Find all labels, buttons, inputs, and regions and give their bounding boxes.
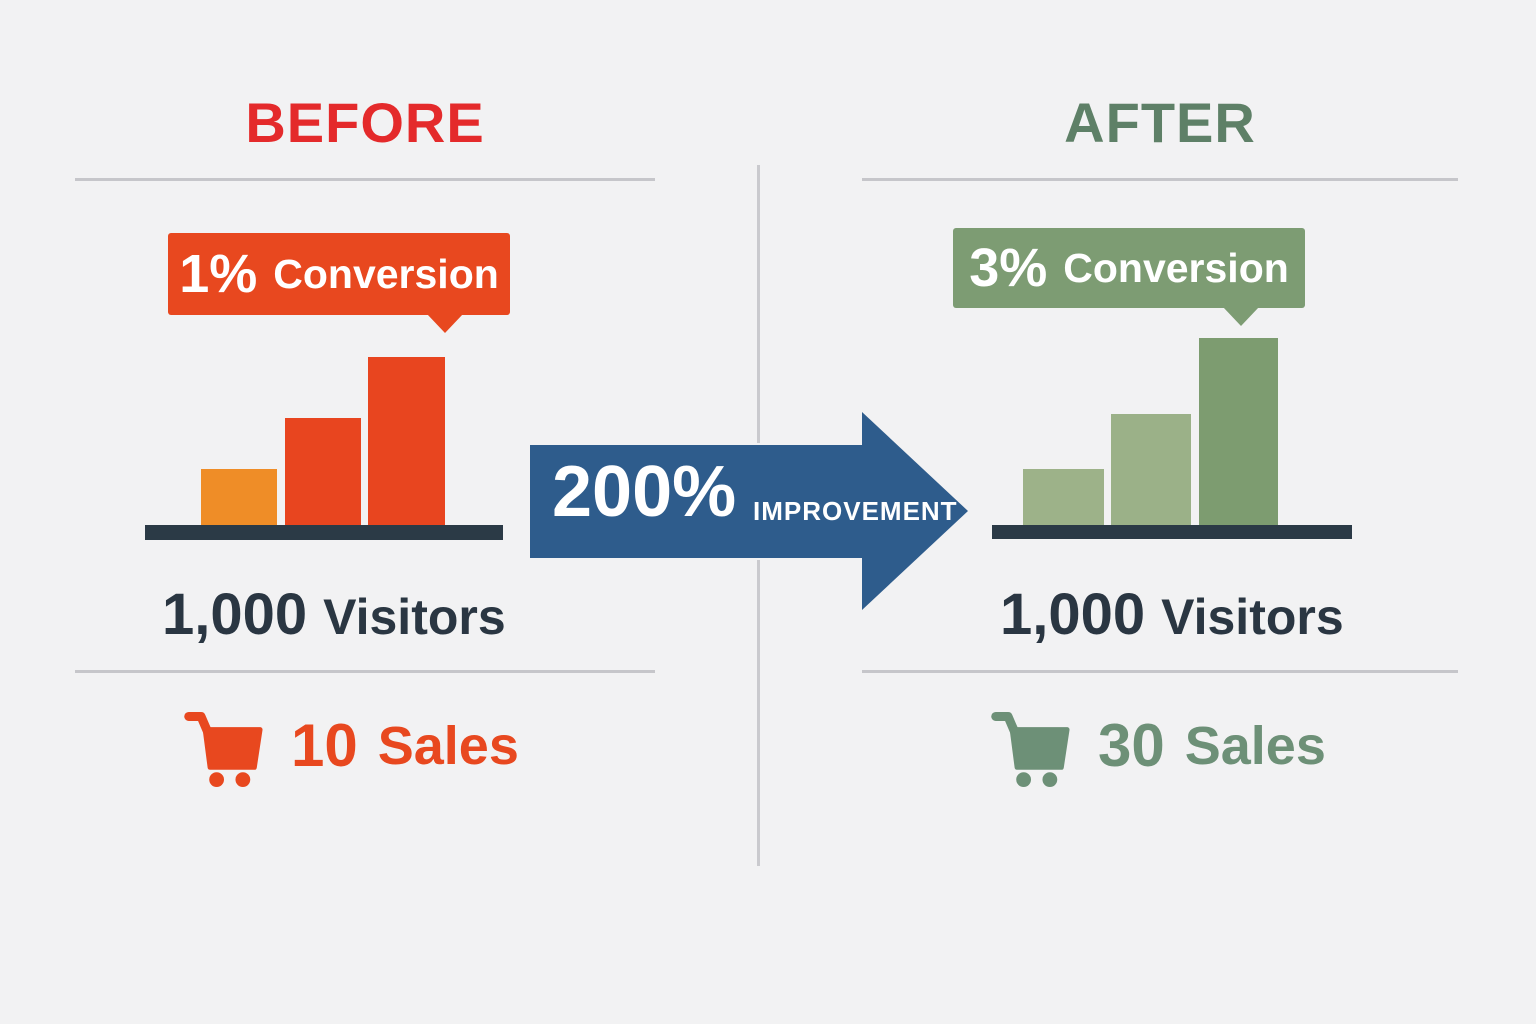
before-title: BEFORE <box>245 91 485 154</box>
center-divider-top <box>757 165 760 443</box>
after-visitors-label: Visitors <box>1161 589 1344 645</box>
before-sales-value: 10 <box>291 712 358 779</box>
before-sales: 10 Sales <box>183 702 519 790</box>
before-bar-1 <box>201 469 277 525</box>
before-sales-label: Sales <box>377 716 519 776</box>
before-chart-baseline <box>145 525 503 540</box>
before-conversion-value: 1% <box>179 244 258 304</box>
after-sales-value: 30 <box>1098 712 1165 779</box>
before-bar-chart <box>145 340 503 540</box>
after-conversion-value: 3% <box>969 238 1048 298</box>
before-bar-2 <box>285 418 361 525</box>
before-visitors: 1,000 Visitors <box>162 586 506 644</box>
after-conversion-label: Conversion <box>1063 244 1289 291</box>
after-bar-3 <box>1199 338 1278 525</box>
after-callout-pointer <box>1223 307 1259 326</box>
after-visitors-value: 1,000 <box>1000 582 1146 647</box>
shopping-cart-icon <box>991 711 1070 787</box>
improvement-value: 200% <box>552 452 737 532</box>
before-bottom-divider <box>75 670 655 673</box>
after-top-divider <box>862 178 1458 181</box>
before-bar-3 <box>368 357 445 525</box>
before-callout-pointer <box>427 314 463 333</box>
after-conversion-callout: 3% Conversion <box>953 228 1305 308</box>
after-bar-2 <box>1111 414 1191 525</box>
improvement-label: IMPROVEMENT <box>753 496 958 526</box>
after-chart-baseline <box>992 525 1352 539</box>
center-divider-bottom <box>757 560 760 866</box>
before-conversion-callout: 1% Conversion <box>168 233 510 315</box>
after-sales: 30 Sales <box>990 702 1326 790</box>
after-bottom-divider <box>862 670 1458 673</box>
improvement-arrow-icon <box>530 412 968 610</box>
before-visitors-value: 1,000 <box>162 582 308 647</box>
after-bar-chart <box>992 330 1352 539</box>
before-top-divider <box>75 178 655 181</box>
before-visitors-label: Visitors <box>323 589 506 645</box>
shopping-cart-icon <box>184 711 263 787</box>
after-sales-label: Sales <box>1184 716 1326 776</box>
after-bar-1 <box>1023 469 1104 525</box>
after-visitors: 1,000 Visitors <box>1000 586 1344 644</box>
before-conversion-label: Conversion <box>273 250 499 297</box>
after-title: AFTER <box>1064 91 1256 154</box>
